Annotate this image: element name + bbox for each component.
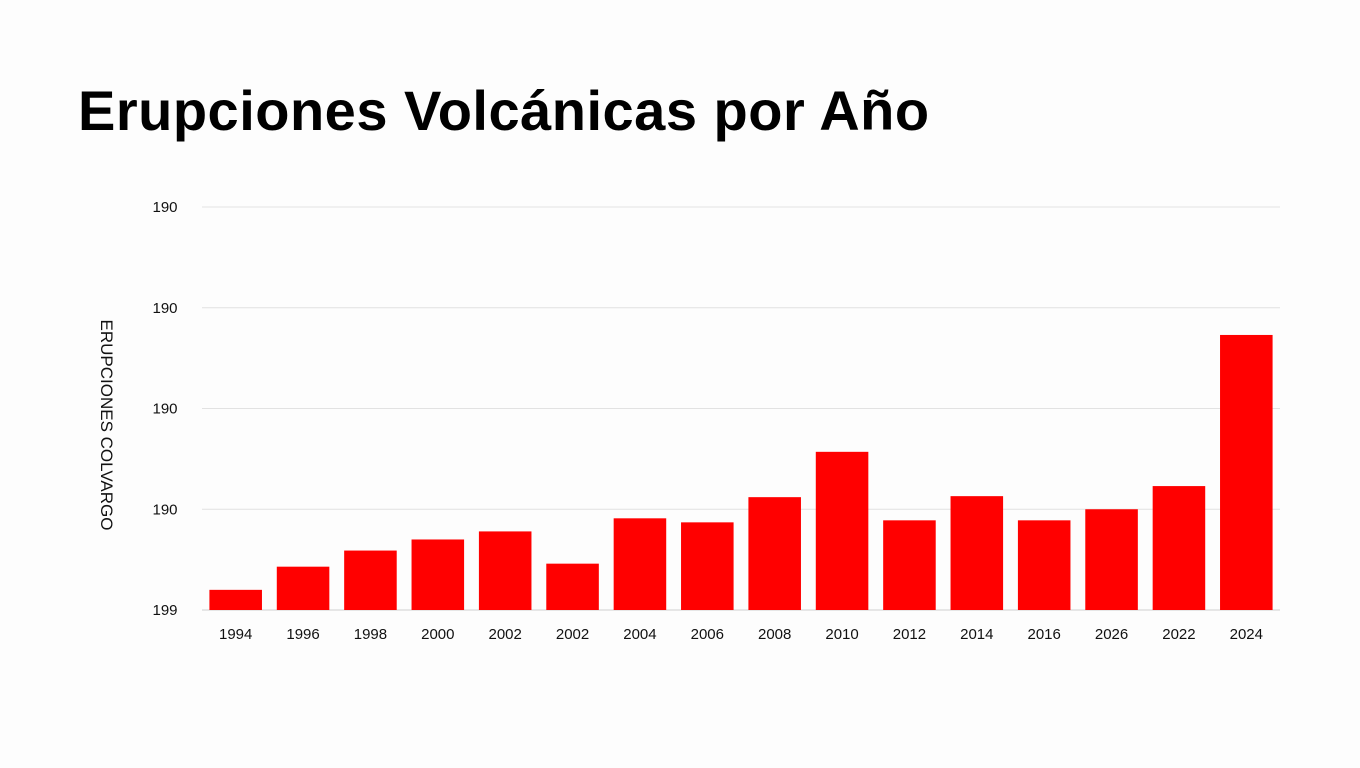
chart-title: Erupciones Volcánicas por Año <box>78 79 930 142</box>
x-tick-label: 2004 <box>623 626 656 643</box>
x-tick-label: 1994 <box>219 626 252 643</box>
x-tick-label: 2006 <box>691 626 724 643</box>
y-axis-ticks: 199 190 190 190 190 <box>152 199 177 619</box>
x-tick-label: 2002 <box>556 626 589 643</box>
x-tick-label: 2012 <box>893 626 926 643</box>
bar <box>950 496 1004 610</box>
bar <box>815 451 869 610</box>
y-tick-label: 190 <box>152 401 177 418</box>
bar <box>1220 334 1273 610</box>
bar <box>1152 486 1206 610</box>
bar <box>209 589 262 610</box>
x-tick-label: 2026 <box>1095 626 1128 643</box>
y-tick-label: 190 <box>152 501 177 518</box>
x-tick-label: 2016 <box>1028 626 1061 643</box>
bar <box>478 531 532 610</box>
y-tick-label: 190 <box>152 300 177 317</box>
bar <box>276 566 330 610</box>
bar <box>613 518 667 610</box>
x-axis-ticks: 1994 1996 1998 2000 2002 2002 2004 2006 2008 2010… <box>219 626 1263 643</box>
bar <box>344 550 397 610</box>
bars <box>209 334 1273 610</box>
bar <box>1017 520 1071 610</box>
x-tick-label: 2008 <box>758 626 791 643</box>
bar <box>546 563 599 610</box>
bar <box>411 539 465 610</box>
x-tick-label: 2000 <box>421 626 454 643</box>
y-tick-label: 190 <box>152 199 177 216</box>
x-tick-label: 1998 <box>354 626 387 643</box>
x-tick-label: 2024 <box>1230 626 1263 643</box>
bar <box>883 520 936 610</box>
bar <box>748 497 801 610</box>
x-tick-label: 2022 <box>1162 626 1195 643</box>
bar <box>681 522 734 610</box>
y-axis-label: ERUPCIONES COLVARGO <box>97 320 116 531</box>
y-tick-label: 199 <box>152 602 177 619</box>
x-tick-label: 2014 <box>960 626 993 643</box>
x-tick-label: 2010 <box>825 626 858 643</box>
x-tick-label: 2002 <box>489 626 522 643</box>
bar <box>1085 509 1138 610</box>
x-tick-label: 1996 <box>286 626 319 643</box>
